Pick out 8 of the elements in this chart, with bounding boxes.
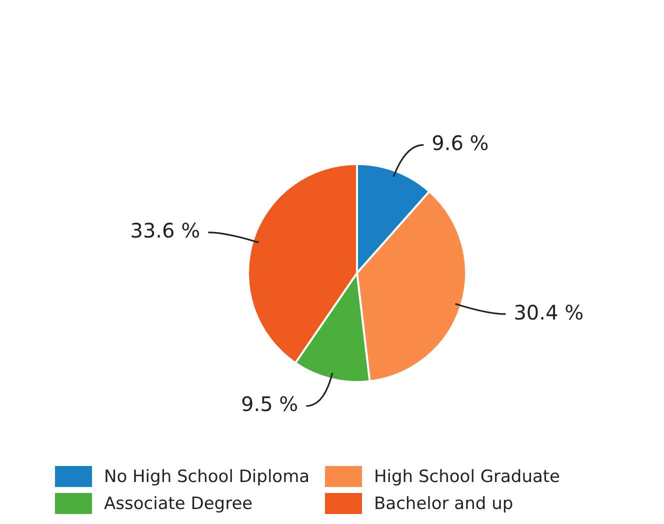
legend-label: High School Graduate [374,466,560,486]
data-label: 30.4 % [514,300,584,324]
data-label: 33.6 % [130,218,200,243]
legend-label: Associate Degree [104,494,253,514]
data-label: 9.5 % [241,392,298,416]
legend-label: Bachelor and up [374,494,514,514]
data-label: 9.6 % [432,131,489,156]
legend-label: No High School Diploma [104,466,310,486]
